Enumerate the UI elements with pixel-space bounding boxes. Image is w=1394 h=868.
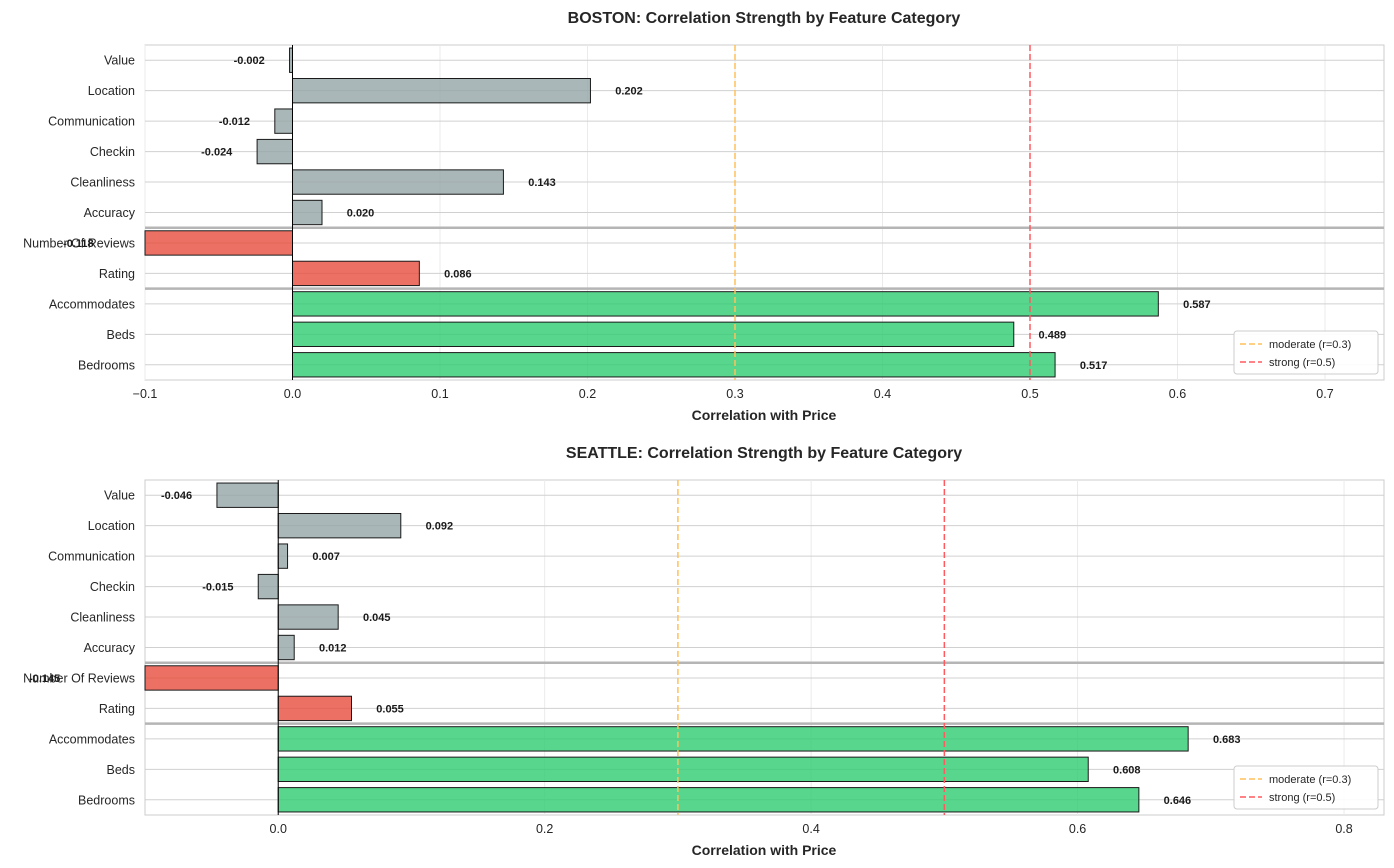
x-tick-label: 0.3: [726, 387, 743, 401]
x-axis-label: Correlation with Price: [692, 842, 837, 858]
value-label: 0.646: [1164, 795, 1192, 807]
y-tick-label: Number Of Reviews: [23, 236, 135, 250]
legend: moderate (r=0.3) strong (r=0.5): [1233, 330, 1379, 375]
bar-accuracy: [292, 199, 323, 226]
bar-checkin: [256, 138, 294, 165]
y-tick-label: Value: [104, 54, 135, 68]
y-tick-label: Accuracy: [84, 641, 136, 655]
x-tick-label: 0.7: [1316, 387, 1333, 401]
x-tick-label: 0.6: [1169, 387, 1186, 401]
y-tick-label: Cleanliness: [70, 176, 135, 190]
bar-beds: [292, 321, 1015, 347]
y-tick-label: Communication: [48, 115, 135, 129]
x-tick-label: 0.2: [536, 822, 553, 836]
y-tick-label: Bedrooms: [78, 793, 135, 807]
value-label: 0.086: [444, 268, 472, 280]
value-label: 0.007: [312, 551, 340, 563]
value-label: -0.118: [63, 238, 94, 250]
legend-box: [1233, 330, 1379, 375]
y-tick-label: Rating: [99, 702, 135, 716]
x-tick-label: 0.0: [284, 387, 301, 401]
bar-value: [216, 482, 279, 508]
y-tick-label: Cleanliness: [70, 611, 135, 625]
y-tick-label: Accommodates: [49, 297, 135, 311]
bar-bedrooms: [292, 352, 1056, 378]
bar-number-of-reviews: [144, 665, 279, 691]
legend-label: moderate (r=0.3): [1269, 339, 1351, 351]
x-tick-label: 0.5: [1021, 387, 1038, 401]
y-tick-label: Accuracy: [84, 206, 136, 220]
value-label: 0.055: [376, 703, 404, 715]
value-label: 0.045: [363, 612, 391, 624]
bar-accuracy: [277, 634, 295, 661]
y-tick-label: Bedrooms: [78, 358, 135, 372]
bar-accommodates: [292, 291, 1159, 317]
y-tick-label: Checkin: [90, 145, 135, 159]
bar-accommodates: [277, 726, 1189, 752]
x-tick-label: 0.8: [1335, 822, 1352, 836]
y-tick-label: Location: [88, 84, 135, 98]
value-label: -0.024: [201, 147, 233, 159]
value-label: -0.002: [234, 55, 265, 67]
legend-label: moderate (r=0.3): [1269, 774, 1351, 786]
bar-rating: [277, 695, 352, 722]
x-axis-label: Correlation with Price: [692, 407, 837, 423]
value-label: -0.046: [161, 490, 192, 502]
x-tick-label: 0.4: [802, 822, 819, 836]
legend-box: [1233, 765, 1379, 810]
boston-panel: BOSTON: Correlation Strength by Feature …: [23, 10, 1385, 423]
x-tick-label: 0.4: [874, 387, 891, 401]
seattle-panel: SEATTLE: Correlation Strength by Feature…: [23, 445, 1385, 858]
x-tick-label: 0.1: [431, 387, 448, 401]
bar-location: [277, 513, 402, 539]
x-tick-label: −0.1: [133, 387, 158, 401]
x-tick-label: 0.0: [270, 822, 287, 836]
bar-rating: [292, 260, 420, 287]
bar-checkin: [257, 573, 279, 600]
value-label: 0.012: [319, 643, 347, 655]
value-label: 0.020: [347, 208, 375, 220]
value-label: 0.489: [1039, 329, 1067, 341]
x-tick-label: 0.6: [1069, 822, 1086, 836]
y-tick-label: Rating: [99, 267, 135, 281]
legend-label: strong (r=0.5): [1269, 357, 1335, 369]
bar-communication: [277, 543, 289, 569]
y-tick-label: Beds: [107, 763, 136, 777]
value-label: -0.015: [202, 582, 233, 594]
bar-location: [292, 78, 591, 104]
y-tick-label: Beds: [107, 328, 136, 342]
chart-title: SEATTLE: Correlation Strength by Feature…: [566, 445, 962, 462]
y-tick-label: Communication: [48, 550, 135, 564]
bar-cleanliness: [277, 604, 339, 630]
y-tick-label: Location: [88, 519, 135, 533]
value-label: 0.683: [1213, 734, 1241, 746]
y-tick-label: Value: [104, 489, 135, 503]
value-label: 0.608: [1113, 764, 1141, 776]
chart-title: BOSTON: Correlation Strength by Feature …: [568, 10, 961, 27]
value-label: 0.517: [1080, 360, 1108, 372]
y-tick-label: Number Of Reviews: [23, 671, 135, 685]
legend-label: strong (r=0.5): [1269, 792, 1335, 804]
value-label: 0.587: [1183, 299, 1211, 311]
value-label: 0.202: [615, 86, 643, 98]
value-label: -0.145: [29, 673, 60, 685]
value-label: -0.012: [219, 116, 250, 128]
bar-beds: [277, 756, 1089, 782]
y-tick-label: Accommodates: [49, 732, 135, 746]
bar-number-of-reviews: [144, 230, 293, 256]
y-tick-label: Checkin: [90, 580, 135, 594]
value-label: 0.092: [426, 521, 454, 533]
bar-cleanliness: [292, 169, 504, 195]
value-label: 0.143: [528, 177, 556, 189]
bar-communication: [274, 108, 293, 134]
bar-bedrooms: [277, 787, 1140, 813]
legend: moderate (r=0.3) strong (r=0.5): [1233, 765, 1379, 810]
x-tick-label: 0.2: [579, 387, 596, 401]
